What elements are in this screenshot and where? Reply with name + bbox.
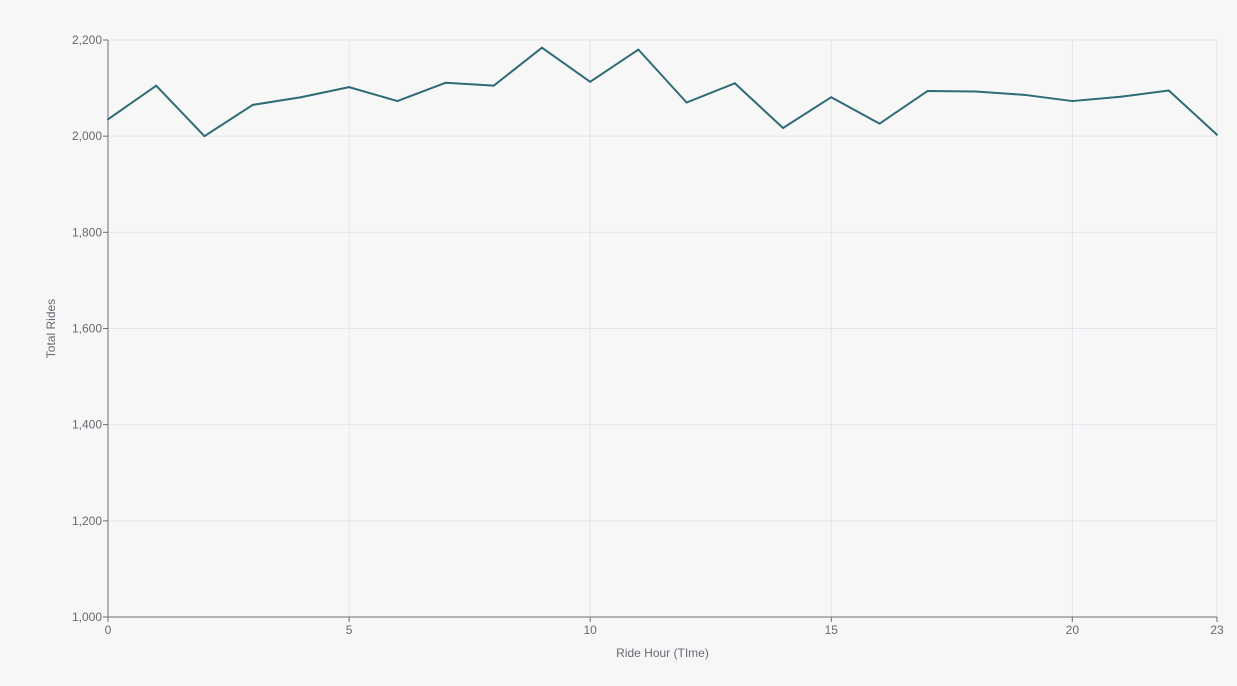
x-tick-label: 20: [1066, 623, 1080, 637]
y-tick-label: 2,200: [72, 33, 102, 47]
data-point: [299, 96, 302, 99]
data-point: [155, 84, 158, 87]
data-point: [540, 46, 543, 49]
data-point: [203, 135, 206, 138]
y-tick-label: 1,800: [72, 225, 102, 239]
y-tick-label: 1,400: [72, 418, 102, 432]
y-tick-label: 1,200: [72, 514, 102, 528]
y-tick-label: 1,600: [72, 322, 102, 336]
data-point: [251, 103, 254, 106]
data-point: [444, 81, 447, 84]
data-point: [733, 82, 736, 85]
x-tick-label: 23: [1210, 623, 1224, 637]
y-tick-label: 2,000: [72, 129, 102, 143]
data-point: [1023, 93, 1026, 96]
data-point: [348, 86, 351, 89]
data-point: [1119, 95, 1122, 98]
data-point: [830, 96, 833, 99]
data-point: [1071, 100, 1074, 103]
data-point: [396, 100, 399, 103]
x-tick-label: 0: [105, 623, 112, 637]
axes: 1,000 1,200 1,400 1,600 1,800 2,000 2,200 0 5 10 1…: [72, 33, 1224, 637]
data-point: [107, 118, 109, 121]
x-tick-label: 10: [583, 623, 597, 637]
y-tick-label: 1,000: [72, 610, 102, 624]
data-point: [589, 80, 592, 83]
data-point: [926, 89, 929, 92]
data-point: [637, 48, 640, 51]
data-point: [685, 101, 688, 104]
data-point: [878, 122, 881, 125]
data-point: [1167, 89, 1170, 92]
data-point: [492, 84, 495, 87]
series-layer: [107, 46, 1218, 138]
data-point: [1216, 133, 1218, 136]
grid-lines: [107, 39, 1218, 618]
series-line: [107, 46, 1218, 138]
x-axis-title: Ride Hour (TIme): [616, 646, 709, 660]
data-point: [782, 126, 785, 129]
data-point: [974, 90, 977, 93]
x-tick-label: 5: [346, 623, 353, 637]
x-tick-label: 15: [825, 623, 839, 637]
y-axis-title: Total Rides: [44, 299, 58, 358]
